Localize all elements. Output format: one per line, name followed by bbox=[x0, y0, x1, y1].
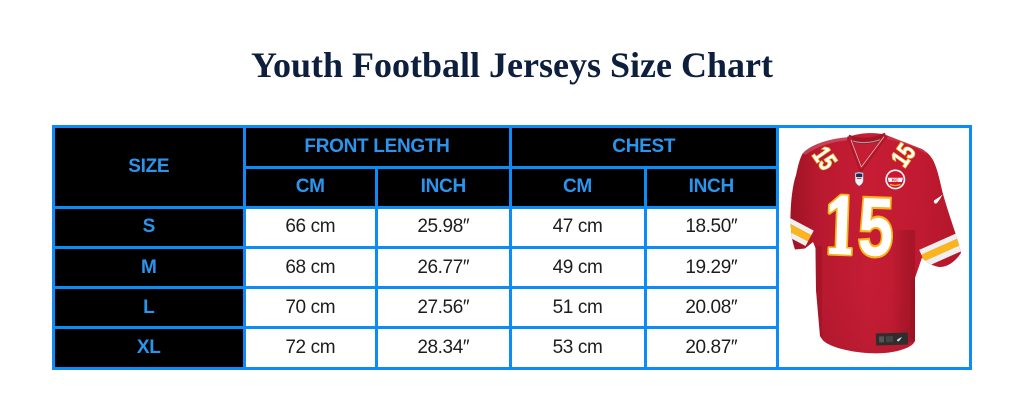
svg-text:5: 5 bbox=[857, 180, 895, 275]
svg-text:KC: KC bbox=[892, 177, 899, 182]
